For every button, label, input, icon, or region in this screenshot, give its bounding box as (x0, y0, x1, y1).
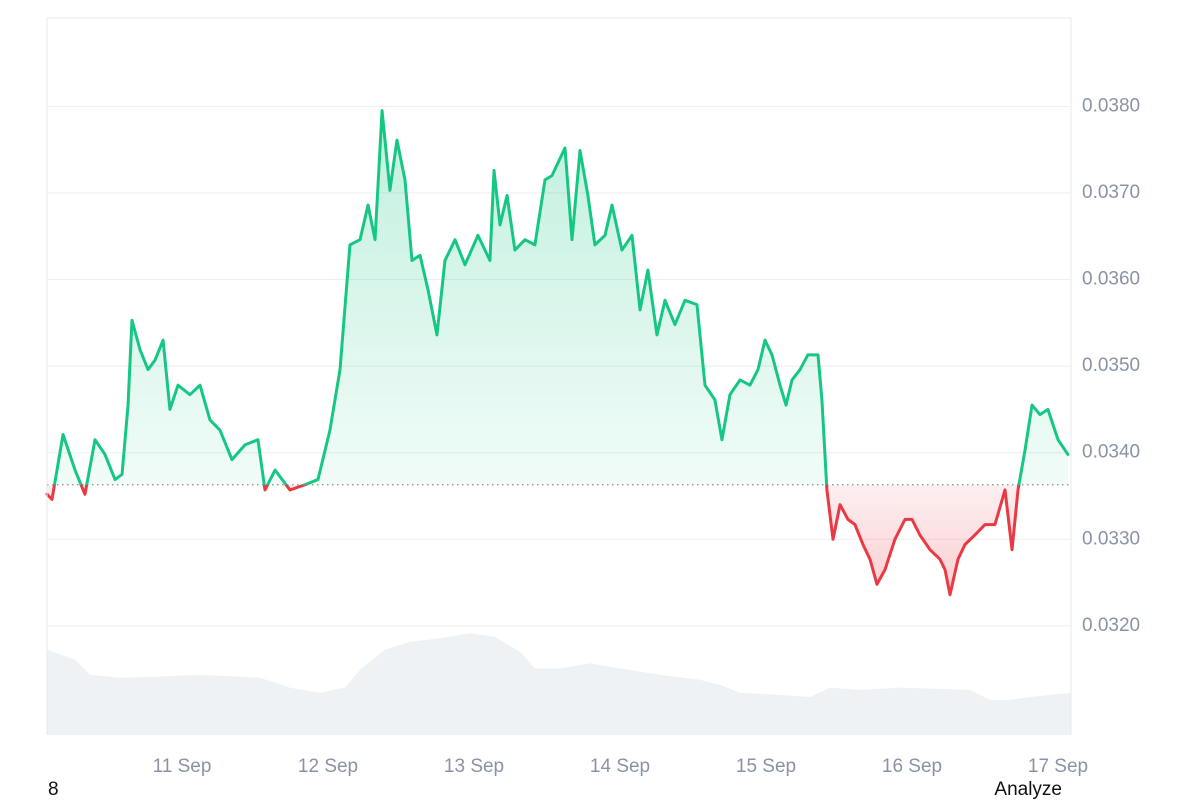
volume-area (47, 633, 1071, 735)
x-tick-label: 17 Sep (1028, 756, 1088, 777)
plot-frame (46, 17, 1072, 735)
x-tick-label: 15 Sep (736, 756, 796, 777)
y-tick-label: 0.0350 (1082, 355, 1140, 376)
x-tick-label: 12 Sep (298, 756, 358, 777)
price-area (47, 110, 1068, 595)
x-tick-label: 14 Sep (590, 756, 650, 777)
y-tick-label: 0.0320 (1082, 615, 1140, 636)
x-tick-label: 11 Sep (153, 756, 212, 777)
y-tick-label: 0.0340 (1082, 442, 1140, 463)
y-tick-label: 0.0370 (1082, 182, 1140, 203)
x-tick-label: 13 Sep (444, 756, 504, 777)
x-tick-label: 16 Sep (882, 756, 942, 777)
footer-left: 8 (48, 779, 59, 800)
y-tick-label: 0.0330 (1082, 528, 1140, 549)
footer-right[interactable]: Analyze (994, 779, 1062, 800)
y-tick-label: 0.0380 (1082, 95, 1140, 116)
y-tick-label: 0.0360 (1082, 269, 1140, 290)
price-line (45, 109, 1070, 597)
